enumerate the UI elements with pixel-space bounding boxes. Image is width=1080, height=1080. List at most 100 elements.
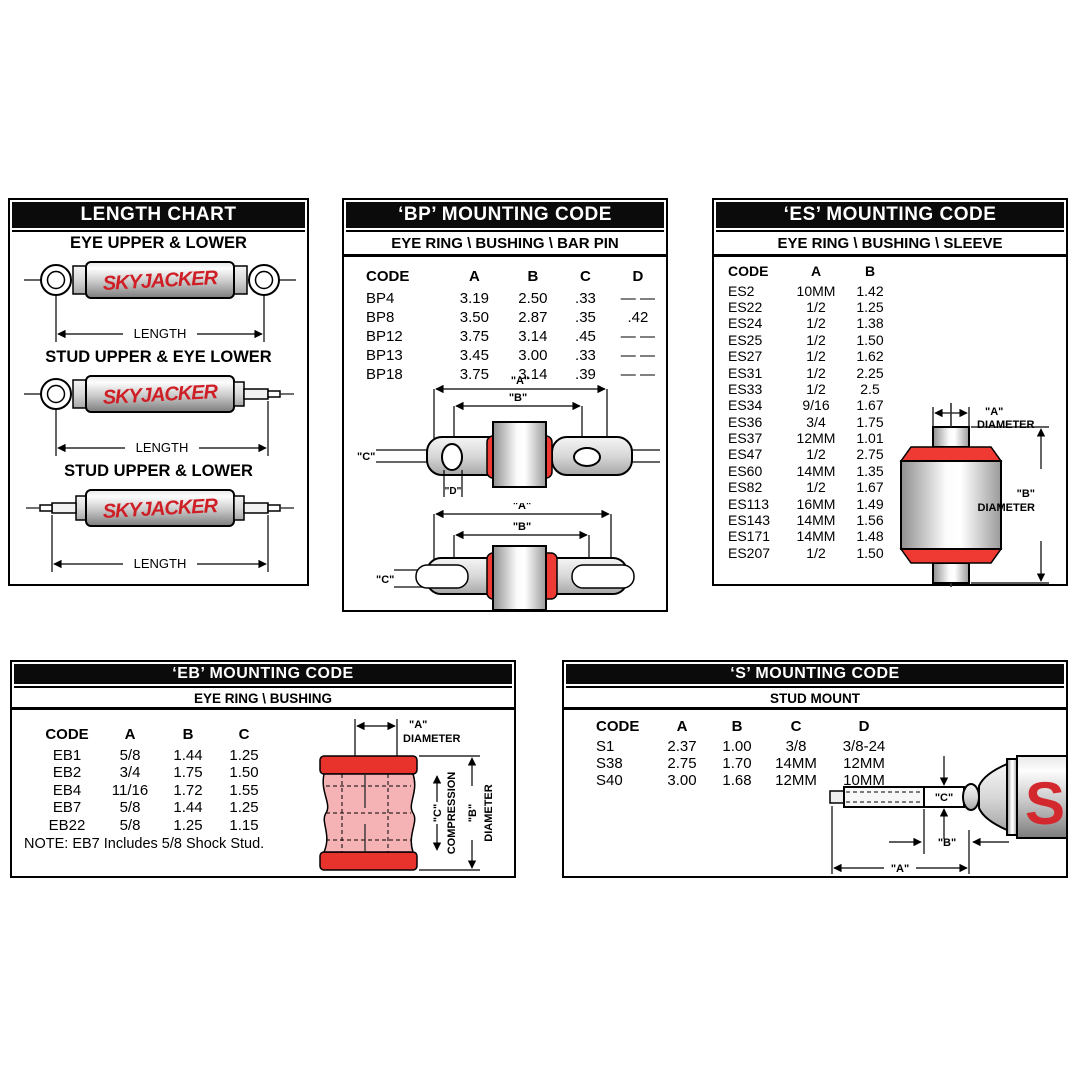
dim-a-label: "A" xyxy=(891,863,909,875)
table-cell: BP12 xyxy=(366,328,403,345)
es-body: CODE A B ES2 10MM 1.42 ES22 1/2 1.25 ES24 1/2 1.38 E… xyxy=(714,257,1066,589)
table-cell: EB4 xyxy=(52,781,82,799)
table-cell: 3/8-24 xyxy=(842,738,886,755)
table-cell: 12MM xyxy=(775,772,817,789)
table-cell: 3.75 xyxy=(459,366,489,383)
table-cell: .42 xyxy=(627,309,649,326)
panel-title: ‘ES’ MOUNTING CODE xyxy=(716,202,1064,228)
table-row: EB1 5/8 1.44 1.25 xyxy=(34,747,272,765)
table-cell: 3.14 xyxy=(518,328,548,345)
table-cell: 1.38 xyxy=(856,315,884,332)
table-cell: 1.75 xyxy=(856,413,884,430)
table-cell: BP18 xyxy=(366,366,403,383)
table-cell: — — xyxy=(620,347,655,364)
panel-title: ‘BP’ MOUNTING CODE xyxy=(346,202,664,228)
table-cell: S38 xyxy=(596,755,623,772)
table-cell: — — xyxy=(620,328,655,345)
column-header: B xyxy=(182,726,194,744)
table-cell: ES143 xyxy=(728,512,771,529)
table-header-row: CODE A B xyxy=(722,263,894,282)
table-row: EB22 5/8 1.25 1.15 xyxy=(34,817,272,835)
dim-b-label: "B" xyxy=(513,521,531,533)
spec-table: CODE A B C D BP4 3.19 2.50 .33 — — BP8 3.50 2.87 .35.… xyxy=(358,267,666,384)
dim-a-sub-label: DIAMETER xyxy=(403,733,461,745)
eb-note: NOTE: EB7 Includes 5/8 Shock Stud. xyxy=(24,836,265,852)
table-cell: 1/2 xyxy=(806,348,826,365)
table-cell: 3.45 xyxy=(459,347,489,364)
table-cell: 3.00 xyxy=(667,772,697,789)
table-row: ES31 1/2 2.25 xyxy=(722,364,894,381)
table-cell: ES24 xyxy=(728,315,763,332)
table-cell: 1.62 xyxy=(856,348,884,365)
eb-body: CODE A B C EB1 5/8 1.44 1.25 EB2 3/4 1.75 1.50 EB4 11… xyxy=(12,710,514,878)
table-cell: 14MM xyxy=(775,755,817,772)
dim-b-label: "B" xyxy=(509,392,527,404)
table-cell: 1.01 xyxy=(856,430,884,447)
table-row: EB2 3/4 1.75 1.50 xyxy=(34,764,272,782)
table-row: ES171 14MM 1.48 xyxy=(722,528,894,544)
column-header: D xyxy=(858,718,870,735)
es-mounting-code-panel: ‘ES’ MOUNTING CODE EYE RING \ BUSHING \ … xyxy=(712,198,1068,589)
table-cell: 3/4 xyxy=(806,413,826,430)
table-cell: 3.19 xyxy=(459,290,489,307)
length-dim-label: LENGTH xyxy=(136,440,189,455)
column-header: CODE xyxy=(366,268,410,285)
panel-title: ‘S’ MOUNTING CODE xyxy=(566,664,1064,684)
table-cell: 1.00 xyxy=(722,738,752,755)
table-row: EB4 11/16 1.72 1.55 xyxy=(34,782,272,800)
panel-title-bar: ‘BP’ MOUNTING CODE xyxy=(346,202,664,232)
table-cell: 3.00 xyxy=(518,347,548,364)
table-cell: EB7 xyxy=(52,799,82,817)
table-cell: 1/2 xyxy=(806,544,826,561)
length-dim-label: LENGTH xyxy=(134,326,187,341)
stud-icon xyxy=(243,502,269,514)
table-cell: 1.50 xyxy=(229,764,259,782)
bp-bar-pin-diagram-1: "A" "B" "C" "D" xyxy=(357,375,660,497)
skyjacker-logo-partial: SK xyxy=(1025,770,1066,837)
threaded-stud xyxy=(843,786,925,808)
dim-b-label: "B" xyxy=(1017,488,1035,500)
table-cell: 2.75 xyxy=(667,755,697,772)
table-header-row: CODE A B C D xyxy=(592,718,900,738)
section-label-stud-upper-eye-lower: STUD UPPER & EYE LOWER xyxy=(45,348,272,366)
spec-table: CODE A B C EB1 5/8 1.44 1.25 EB2 3/4 1.75 1.50 EB4 11… xyxy=(34,726,272,834)
table-cell: 5/8 xyxy=(119,746,141,764)
table-cell: 1.67 xyxy=(856,479,884,496)
table-row: ES34 9/16 1.67 xyxy=(722,397,894,413)
table-cell: .39 xyxy=(575,366,596,383)
table-row: ES113 16MM 1.49 xyxy=(722,495,894,512)
table-row: ES24 1/2 1.38 xyxy=(722,315,894,331)
s-spec-table: CODE A B C D S1 2.37 1.00 3/8 3/8-24 S38 2.75 1.70 14… xyxy=(592,718,900,789)
table-cell: 5/8 xyxy=(119,799,141,817)
panel-title-bar: ‘ES’ MOUNTING CODE xyxy=(716,202,1064,232)
length-chart-body: EYE UPPER & LOWER SKYJACKER LENGTH STUD … xyxy=(10,234,307,584)
table-cell: 1.50 xyxy=(856,544,884,561)
s-body: CODE A B C D S1 2.37 1.00 3/8 3/8-24 S38 2.75 1.70 14… xyxy=(564,710,1066,876)
dim-b-sub-label: DIAMETER xyxy=(483,784,495,842)
table-cell: S1 xyxy=(596,738,615,755)
table-cell: 1.48 xyxy=(856,528,884,545)
table-cell: ES22 xyxy=(728,298,763,315)
panel-title: ‘EB’ MOUNTING CODE xyxy=(14,664,512,684)
bushing-sleeve xyxy=(492,545,547,611)
column-header: A xyxy=(810,263,822,280)
table-cell: 3/4 xyxy=(119,764,141,782)
s-mounting-code-panel: ‘S’ MOUNTING CODE STUD MOUNT CODE A B C D S1 2… xyxy=(562,660,1068,878)
table-cell: 2.50 xyxy=(518,290,548,307)
table-cell: 1.44 xyxy=(173,746,203,764)
spec-table: CODE A B C D S1 2.37 1.00 3/8 3/8-24 S38 2.75 1.70 14… xyxy=(592,718,900,789)
table-cell: — — xyxy=(620,366,655,383)
table-row: ES2 10MM 1.42 xyxy=(722,282,894,299)
table-cell: 1.75 xyxy=(173,764,203,782)
dim-b-label: "B" xyxy=(938,837,956,849)
bushing-red-cone xyxy=(899,446,1003,462)
bushing-red-band xyxy=(319,755,418,775)
table-cell: 10MM xyxy=(796,282,836,299)
column-header: A xyxy=(676,718,688,735)
table-cell: 14MM xyxy=(796,512,836,529)
table-cell: 1/2 xyxy=(806,380,826,397)
dim-c-sub-label: COMPRESSION xyxy=(446,772,458,855)
panel-title-bar: LENGTH CHART xyxy=(12,202,305,232)
bushing-red-band xyxy=(319,851,418,871)
table-row: ES27 1/2 1.62 xyxy=(722,348,894,364)
